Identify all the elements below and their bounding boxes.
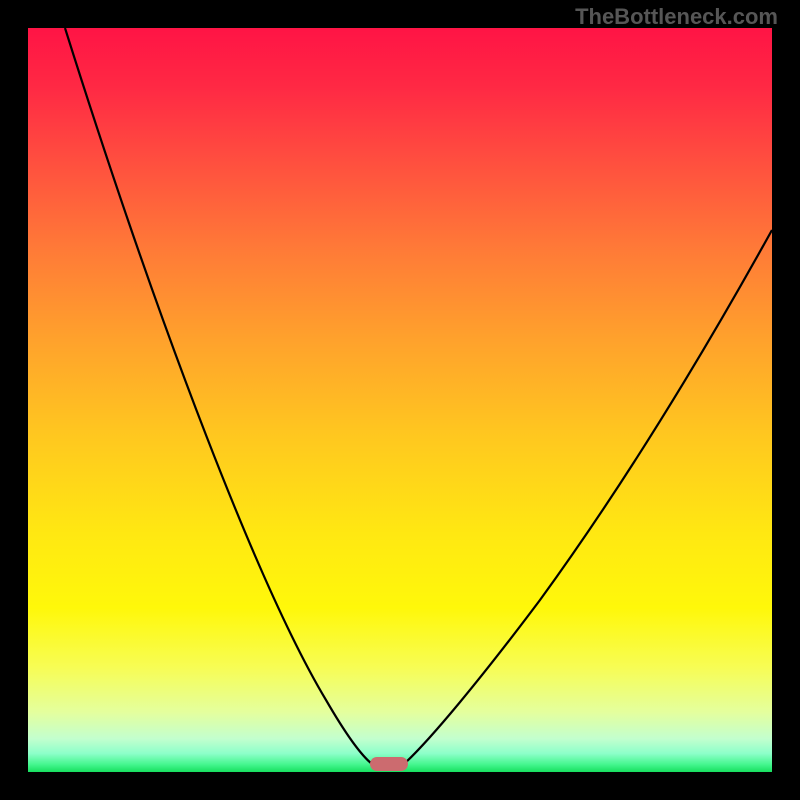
watermark-text: TheBottleneck.com xyxy=(575,4,778,30)
bottleneck-chart xyxy=(0,0,800,800)
optimal-marker xyxy=(370,757,408,771)
plot-background xyxy=(28,28,772,772)
chart-container: TheBottleneck.com xyxy=(0,0,800,800)
